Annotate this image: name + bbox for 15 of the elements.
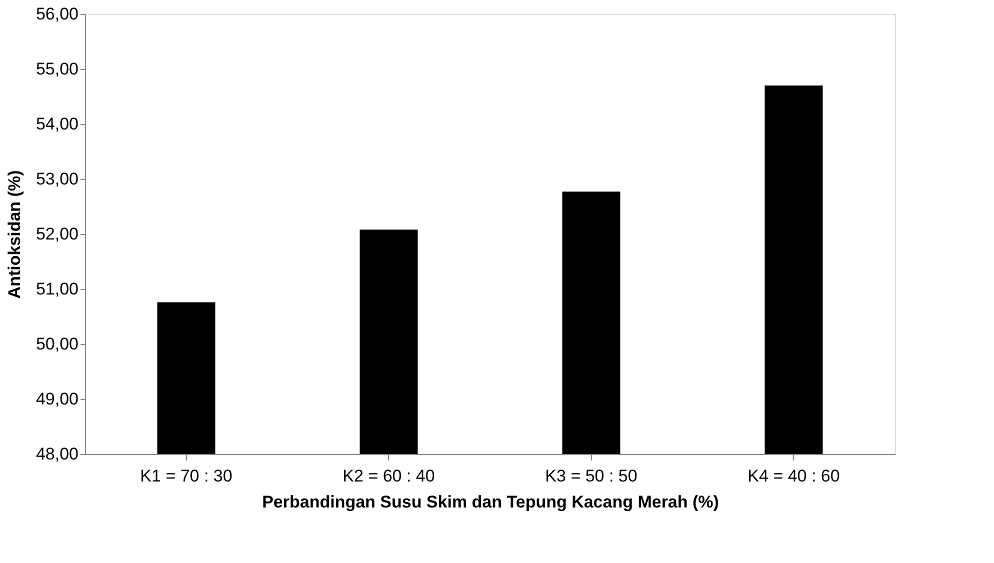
y-tick-label: 51,00 bbox=[36, 280, 78, 298]
y-axis-title: Antioksidan (%) bbox=[4, 170, 24, 299]
y-tick-label: 54,00 bbox=[36, 114, 78, 134]
x-tick-label: K4 = 40 : 60 bbox=[748, 466, 840, 486]
y-tick-label: 50,00 bbox=[36, 334, 78, 354]
x-tick-label: K1 = 70 : 30 bbox=[140, 466, 232, 486]
y-tick-label: 56,00 bbox=[36, 4, 78, 24]
x-tick-label: K2 = 60 : 40 bbox=[342, 466, 435, 486]
x-axis-title: Perbandingan Susu Skim dan Tepung Kacang Merah (%) bbox=[262, 492, 719, 512]
y-tick-label: 53,00 bbox=[36, 170, 78, 188]
y-tick-label: 55,00 bbox=[36, 60, 78, 78]
y-tick-label: 52,00 bbox=[36, 224, 78, 244]
y-tick-label: 49,00 bbox=[36, 390, 78, 408]
x-tick-label: K3 = 50 : 50 bbox=[545, 466, 638, 486]
y-tick-label: 48,00 bbox=[36, 444, 78, 464]
